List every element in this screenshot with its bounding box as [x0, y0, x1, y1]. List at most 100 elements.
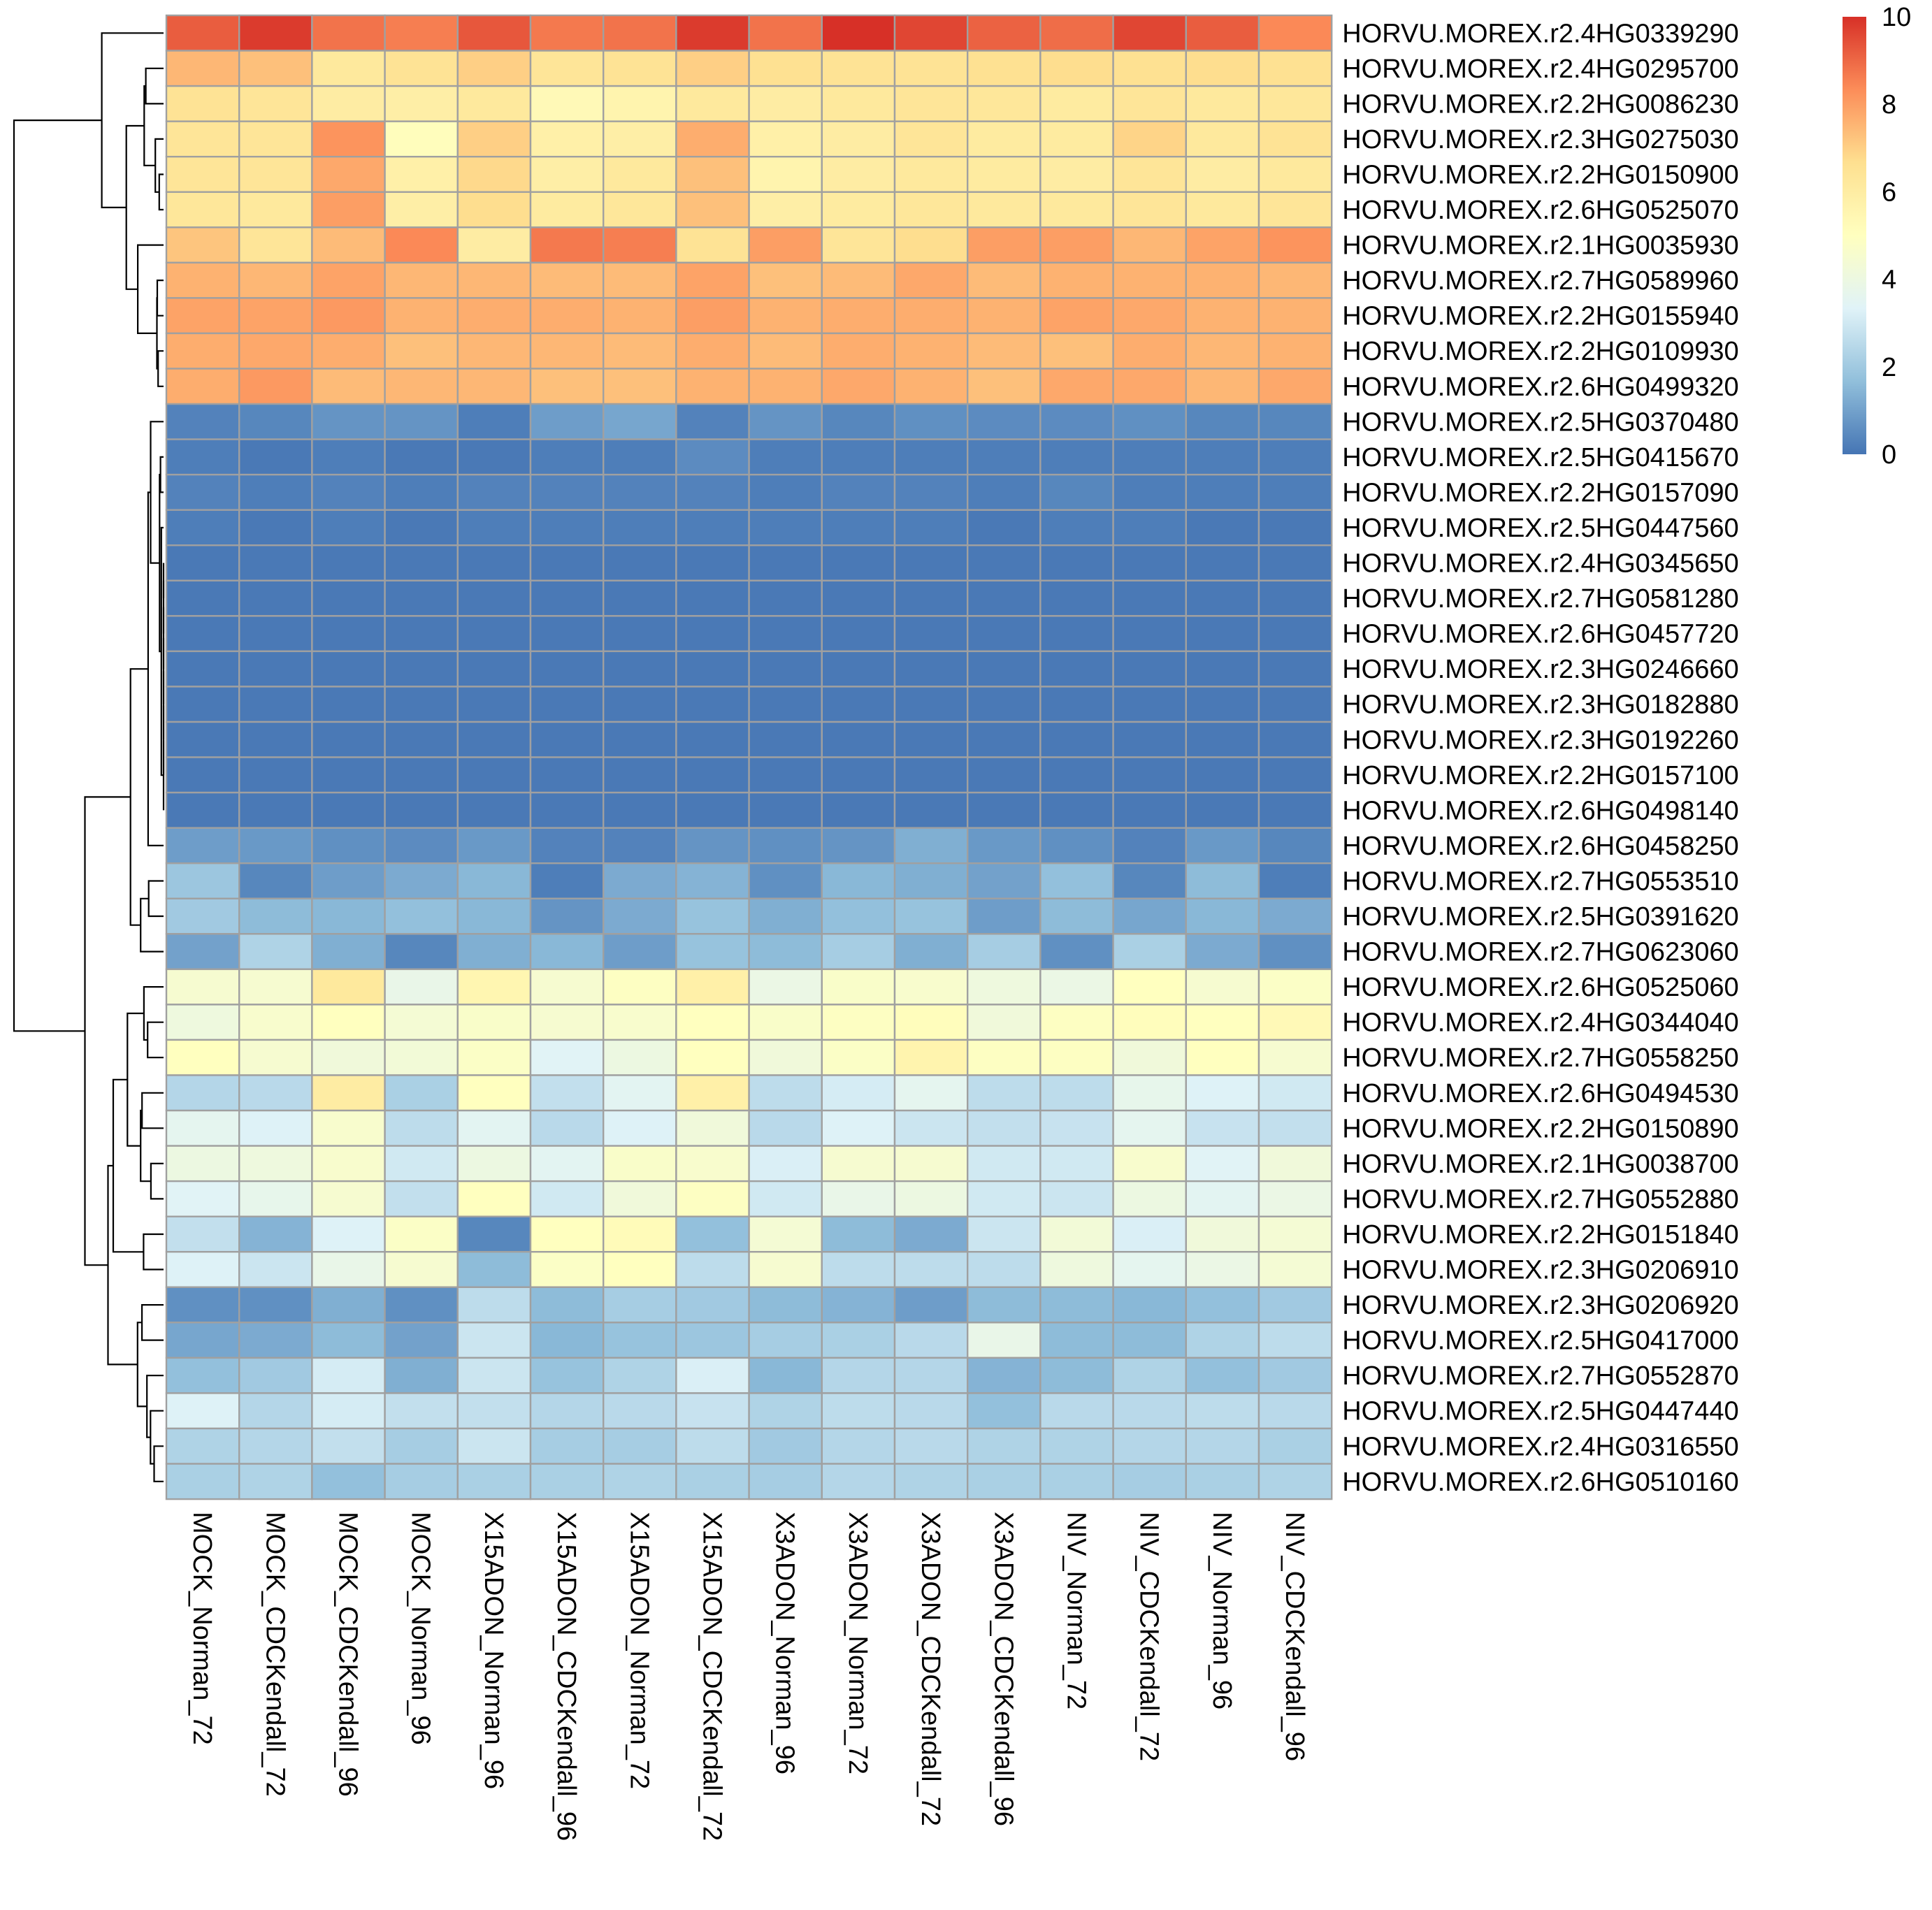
heatmap-cell	[456, 191, 532, 229]
heatmap-cell	[1039, 1109, 1114, 1147]
heatmap-cell	[1039, 226, 1114, 264]
row-label: HORVU.MOREX.r2.1HG0038700	[1342, 1150, 1738, 1179]
heatmap-cell	[821, 85, 896, 122]
heatmap-cell	[456, 1286, 532, 1324]
heatmap-cell	[675, 1145, 750, 1182]
heatmap-cell	[1257, 1109, 1333, 1147]
heatmap-cell	[893, 1180, 969, 1217]
heatmap-cell	[603, 1251, 677, 1288]
heatmap-cell	[238, 14, 313, 52]
row-label: HORVU.MOREX.r2.6HG0525070	[1342, 196, 1738, 225]
heatmap-cell	[456, 968, 532, 1006]
dendrogram-branch	[143, 1233, 164, 1271]
heatmap-cell	[1185, 226, 1260, 264]
heatmap-cell	[384, 191, 459, 229]
heatmap-cell	[1039, 933, 1114, 971]
heatmap-cell	[893, 862, 969, 899]
heatmap-cell	[1039, 1356, 1114, 1394]
heatmap-cell	[165, 897, 240, 935]
column-label: X15ADON_Norman_72	[624, 1512, 654, 1789]
heatmap-cell	[748, 120, 823, 158]
heatmap-cell	[1112, 544, 1187, 581]
heatmap-cell	[165, 368, 240, 405]
column-label: X15ADON_CDCKendall_72	[698, 1512, 727, 1841]
heatmap-cell	[238, 1286, 313, 1324]
heatmap-cell	[238, 191, 313, 229]
heatmap-cell	[675, 968, 750, 1006]
heatmap-cell	[748, 368, 823, 405]
dendrogram-branch	[127, 1012, 144, 1147]
color-legend-ticks: 0 2 4 6 8 10	[1882, 3, 1911, 470]
heatmap-cell	[675, 85, 750, 122]
heatmap-cell	[1257, 933, 1333, 971]
heatmap-cell	[675, 1427, 750, 1465]
heatmap-cell	[384, 120, 459, 158]
heatmap-cell	[893, 473, 969, 511]
heatmap-cell	[893, 791, 969, 829]
heatmap-cell	[1112, 615, 1187, 653]
heatmap-cell	[675, 509, 750, 547]
heatmap-cell	[1257, 368, 1333, 405]
heatmap-cell	[1112, 1322, 1187, 1359]
heatmap-cell	[1112, 509, 1187, 547]
heatmap-cell	[966, 403, 1041, 440]
dendrogram-branch	[154, 138, 164, 193]
heatmap-cell	[893, 1004, 969, 1041]
heatmap-cell	[748, 862, 823, 899]
heatmap-cell	[821, 721, 896, 758]
heatmap-cell	[893, 50, 969, 87]
heatmap-cell	[675, 191, 750, 229]
dendrogram-branch	[158, 173, 164, 211]
heatmap-cell	[748, 1215, 823, 1253]
row-label: HORVU.MOREX.r2.7HG0558250	[1342, 1043, 1738, 1073]
heatmap-cell	[1185, 1215, 1260, 1253]
heatmap-cell	[893, 368, 969, 405]
heatmap-cell	[748, 579, 823, 617]
heatmap-cell	[603, 544, 677, 581]
heatmap-cell	[966, 1004, 1041, 1041]
heatmap-cell	[1257, 1004, 1333, 1041]
column-label: MOCK_Norman_72	[187, 1512, 217, 1745]
heatmap-cell	[603, 403, 677, 440]
heatmap-cell	[748, 933, 823, 971]
heatmap-cell	[1257, 1322, 1333, 1359]
heatmap-cell	[165, 120, 240, 158]
heatmap-cell	[966, 438, 1041, 476]
heatmap-cell	[311, 155, 386, 193]
heatmap-cell	[529, 473, 605, 511]
heatmap-cell	[675, 933, 750, 971]
heatmap-cell	[675, 155, 750, 193]
heatmap-cell	[966, 14, 1041, 52]
heatmap-cell	[529, 1392, 605, 1430]
heatmap-cell	[1039, 1463, 1114, 1500]
heatmap-cell	[603, 933, 677, 971]
heatmap-cell	[821, 226, 896, 264]
heatmap-cell	[529, 756, 605, 794]
column-label: X15ADON_CDCKendall_96	[552, 1512, 581, 1841]
heatmap-cell	[1112, 1427, 1187, 1465]
heatmap-cell	[238, 1215, 313, 1253]
heatmap-cell	[384, 1004, 459, 1041]
heatmap-cell	[165, 1463, 240, 1500]
heatmap-cell	[821, 791, 896, 829]
heatmap-cell	[603, 332, 677, 370]
heatmap-cell	[238, 1004, 313, 1041]
heatmap-cell	[675, 120, 750, 158]
heatmap-cell	[529, 1251, 605, 1288]
heatmap-cell	[675, 438, 750, 476]
heatmap-cell	[1112, 1145, 1187, 1182]
heatmap-cell	[821, 297, 896, 335]
heatmap-cell	[1185, 1251, 1260, 1288]
heatmap-cell	[1039, 1251, 1114, 1288]
heatmap-cell	[1185, 827, 1260, 864]
heatmap-cell	[384, 14, 459, 52]
heatmap-cell	[311, 544, 386, 581]
heatmap-cell	[603, 1039, 677, 1076]
row-label: HORVU.MOREX.r2.6HG0525060	[1342, 973, 1738, 1002]
heatmap-cell	[529, 509, 605, 547]
heatmap-cell	[1112, 191, 1187, 229]
heatmap-cell	[1185, 615, 1260, 653]
dendrogram-branch	[153, 1445, 164, 1482]
column-label: MOCK_CDCKendall_96	[333, 1512, 363, 1797]
